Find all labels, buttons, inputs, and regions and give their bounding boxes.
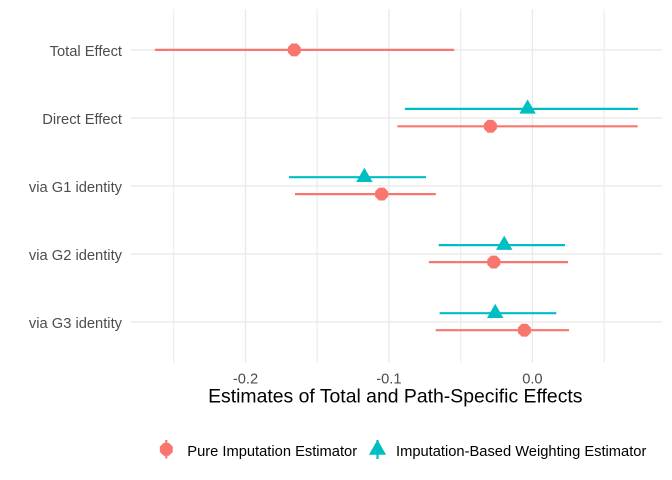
- svg-text:0.0: 0.0: [522, 372, 542, 388]
- svg-text:Estimates of Total and Path-Sp: Estimates of Total and Path-Specific Eff…: [208, 386, 582, 408]
- svg-text:via G1 identity: via G1 identity: [29, 180, 123, 196]
- svg-text:Total Effect: Total Effect: [50, 44, 122, 60]
- svg-text:Imputation-Based Weighting Est: Imputation-Based Weighting Estimator: [396, 444, 646, 460]
- svg-text:Pure Imputation Estimator: Pure Imputation Estimator: [187, 444, 357, 460]
- svg-text:-0.2: -0.2: [233, 372, 258, 388]
- svg-text:Direct Effect: Direct Effect: [42, 112, 122, 128]
- svg-text:via G2 identity: via G2 identity: [29, 248, 123, 264]
- svg-text:via G3 identity: via G3 identity: [29, 316, 123, 332]
- svg-text:-0.1: -0.1: [376, 372, 401, 388]
